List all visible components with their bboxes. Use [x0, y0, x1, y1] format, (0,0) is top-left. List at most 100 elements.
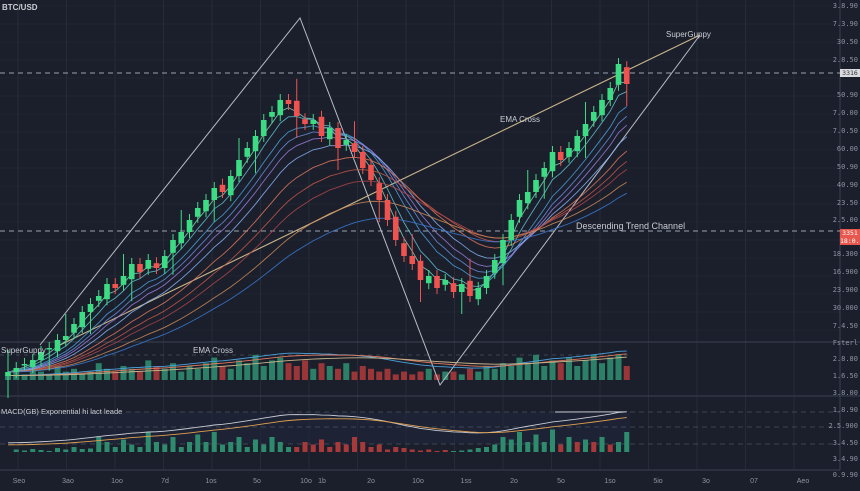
macd-histogram-bar [352, 437, 357, 452]
candle-body [236, 160, 242, 176]
macd-histogram-bar [517, 432, 522, 452]
candle-body [500, 240, 506, 264]
volume-bar [29, 368, 36, 380]
time-axis-label: 3o [702, 478, 710, 485]
price-axis-label: 50.90 [836, 163, 858, 171]
time-axis-label: 07 [750, 478, 758, 485]
volume-bar [574, 366, 581, 380]
macd-histogram-bar [38, 450, 44, 452]
candle-body [508, 220, 515, 240]
candle-body [549, 152, 556, 172]
candle-body [293, 100, 300, 116]
ema-line-8 [7, 106, 628, 373]
candle-body [458, 284, 465, 292]
candle-body [153, 263, 160, 268]
candle-body [557, 152, 564, 160]
macd-histogram-bar [616, 442, 621, 452]
macd-axis-label: 0.9.90 [832, 471, 858, 479]
candle-body [161, 256, 168, 268]
time-axis-label: 7d [161, 478, 169, 485]
macd-histogram-bar [583, 439, 588, 452]
volume-bar [401, 371, 407, 380]
macd-histogram-bar [409, 449, 415, 452]
volume-bar [599, 363, 605, 380]
candle-body [285, 100, 292, 104]
macd-histogram-bar [393, 447, 399, 452]
macd-histogram-bar [566, 437, 572, 452]
volume-bar [203, 363, 209, 380]
macd-histogram-bar [426, 449, 432, 452]
volume-bar [326, 366, 333, 380]
macd-histogram-bar [236, 437, 242, 452]
candle-body [599, 100, 605, 116]
volume-bar [582, 360, 589, 380]
candle-body [104, 284, 110, 300]
macd-histogram-bar [484, 447, 489, 452]
macd-histogram-bar [385, 449, 390, 452]
volume-axis-label: 2.8.80 [832, 355, 858, 363]
candle-body [623, 67, 630, 84]
volume-bar [343, 363, 350, 380]
candle-body [483, 276, 490, 288]
candle-body [615, 64, 622, 85]
time-axis-label: Aeo [796, 478, 810, 485]
macd-histogram-bar [79, 449, 85, 452]
macd-histogram-bar [145, 432, 151, 452]
candle-body [170, 240, 176, 253]
macd-histogram-bar [475, 448, 481, 452]
macd-histogram-bar [261, 444, 267, 452]
macd-histogram-bar [591, 442, 597, 452]
price-axis-label: 23.900 [832, 286, 858, 294]
volume-bar [376, 371, 383, 380]
candle-body [351, 143, 358, 152]
time-axis-label: 1ss [460, 478, 472, 485]
price-axis-label: 50.90 [836, 91, 858, 99]
macd-histogram-bar [368, 447, 374, 452]
volume-bar [236, 360, 242, 380]
volume-bar [607, 357, 614, 380]
macd-band [0, 412, 630, 444]
volume-bar [467, 368, 473, 380]
volume-bar [302, 360, 308, 380]
candle-body [260, 120, 267, 136]
candle-body [442, 280, 449, 285]
candle-body [450, 283, 457, 292]
volume-bar [590, 354, 597, 380]
time-axis-label: 5o [253, 478, 261, 485]
macd-axis-label: 3.4.50 [832, 439, 858, 447]
volume-bar [491, 368, 498, 380]
macd-histogram-bar [294, 447, 300, 452]
candle-body [607, 88, 614, 100]
macd-histogram-bar [574, 442, 580, 452]
candle-body [203, 200, 209, 212]
volume-bar [442, 371, 449, 380]
candle-body [252, 136, 259, 152]
volume-bar [95, 363, 102, 380]
macd-histogram-bar [55, 448, 60, 452]
candle-body [302, 119, 308, 124]
ema-line-3 [7, 81, 627, 373]
candle-body [425, 276, 432, 284]
macd-histogram-bar [376, 444, 382, 452]
macd-histogram-bar [203, 442, 209, 452]
candle-body [409, 256, 416, 264]
ema-line-40 [7, 181, 627, 373]
candle-body [54, 340, 61, 352]
price-axis-label: 7.3.90 [832, 20, 858, 28]
volume-bar [79, 374, 86, 380]
macd-axis-label: 1.8.90 [832, 406, 858, 414]
volume-bar [508, 366, 515, 380]
candle-body [401, 243, 407, 256]
price-axis-label: 3.8.90 [832, 2, 858, 10]
macd-histogram-bar [360, 442, 366, 452]
price-axis-label: 23.50 [836, 199, 858, 207]
time-axis-label: 2o [367, 478, 375, 485]
volume-bar [566, 357, 572, 380]
macd-histogram-bar [451, 451, 456, 452]
volume-bar [425, 368, 432, 380]
volume-bar [62, 371, 69, 380]
macd-axis-label: 3.4.90 [832, 455, 858, 463]
volume-bar [137, 371, 143, 380]
candle-body [590, 112, 597, 121]
